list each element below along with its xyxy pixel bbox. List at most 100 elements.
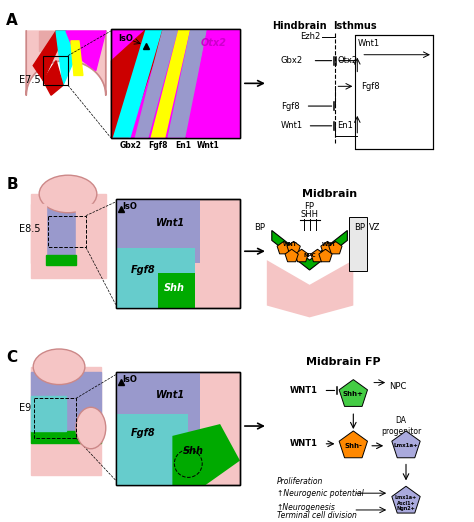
Polygon shape — [71, 41, 83, 76]
Bar — [356, 35, 433, 149]
Polygon shape — [116, 372, 200, 434]
Polygon shape — [31, 367, 101, 476]
Polygon shape — [272, 231, 347, 270]
Polygon shape — [392, 487, 420, 513]
Polygon shape — [31, 431, 101, 443]
Bar — [48, 216, 86, 247]
Bar — [111, 29, 240, 138]
Text: Shh: Shh — [183, 446, 204, 456]
Text: Ezh2: Ezh2 — [300, 32, 320, 41]
Polygon shape — [31, 396, 66, 431]
Polygon shape — [31, 204, 46, 263]
Text: Midbrain FP: Midbrain FP — [306, 357, 381, 367]
Text: Wnt1: Wnt1 — [155, 390, 184, 400]
Text: Gbx2: Gbx2 — [120, 140, 142, 149]
Polygon shape — [43, 61, 63, 95]
Text: C: C — [6, 350, 18, 365]
Text: Fgf8: Fgf8 — [281, 102, 300, 111]
Text: Lmx1a+: Lmx1a+ — [393, 443, 419, 448]
Text: IsO: IsO — [123, 375, 137, 384]
Bar — [111, 29, 240, 138]
Polygon shape — [285, 250, 298, 262]
Polygon shape — [267, 260, 353, 317]
Polygon shape — [46, 199, 76, 263]
Text: Isthmus: Isthmus — [334, 21, 377, 31]
Text: Shh+: Shh+ — [343, 392, 364, 397]
Polygon shape — [187, 29, 240, 138]
Polygon shape — [113, 29, 163, 138]
Polygon shape — [116, 199, 200, 263]
Polygon shape — [167, 29, 207, 138]
Polygon shape — [26, 31, 106, 95]
Text: VZ: VZ — [369, 223, 381, 232]
Text: NPC: NPC — [303, 253, 316, 258]
Text: B: B — [6, 177, 18, 192]
Polygon shape — [339, 431, 367, 458]
Polygon shape — [111, 29, 165, 138]
Text: ↑Neurogenesis: ↑Neurogenesis — [277, 504, 336, 513]
Bar — [43, 56, 68, 85]
Bar — [116, 199, 240, 307]
Text: Fgf8: Fgf8 — [361, 82, 380, 91]
Text: IsO: IsO — [118, 34, 134, 43]
Polygon shape — [151, 29, 190, 138]
Text: Fgf8: Fgf8 — [149, 140, 168, 149]
Text: A: A — [6, 13, 18, 28]
Polygon shape — [295, 250, 308, 262]
Text: E9.5: E9.5 — [19, 404, 41, 413]
Bar — [116, 372, 240, 485]
Polygon shape — [116, 414, 188, 485]
Text: Wnt1: Wnt1 — [281, 121, 303, 130]
Text: Terminal cell division: Terminal cell division — [277, 512, 356, 520]
Text: Wnt1: Wnt1 — [197, 140, 219, 149]
Text: Ngn2+: Ngn2+ — [397, 506, 415, 512]
Text: Shh-: Shh- — [345, 443, 362, 449]
Text: SHH: SHH — [301, 210, 319, 219]
Text: Otx2: Otx2 — [200, 38, 226, 48]
Polygon shape — [287, 241, 301, 254]
Text: Ascl1+: Ascl1+ — [397, 501, 415, 505]
Text: Midbrain: Midbrain — [302, 189, 357, 199]
Text: E7.5: E7.5 — [19, 75, 41, 86]
Text: BP: BP — [255, 223, 265, 232]
Text: Shh: Shh — [164, 283, 184, 293]
Text: FP: FP — [305, 202, 315, 211]
Polygon shape — [319, 250, 332, 262]
Polygon shape — [173, 424, 240, 485]
Text: WNT: WNT — [322, 242, 337, 247]
Text: Otx2: Otx2 — [337, 56, 357, 65]
Polygon shape — [321, 241, 334, 254]
Polygon shape — [311, 250, 324, 262]
Text: WNT1: WNT1 — [290, 440, 318, 448]
Text: Wnt1: Wnt1 — [357, 39, 379, 49]
Text: Wnt1: Wnt1 — [155, 218, 184, 228]
Text: IsO: IsO — [123, 203, 137, 211]
Text: Hindbrain: Hindbrain — [273, 21, 327, 31]
Polygon shape — [135, 29, 178, 138]
Bar — [349, 217, 367, 271]
Bar — [116, 372, 240, 485]
Text: Gbx2: Gbx2 — [281, 56, 303, 65]
Text: ↑Neurogenic potential: ↑Neurogenic potential — [277, 489, 364, 497]
Text: WNT1: WNT1 — [290, 386, 318, 395]
Ellipse shape — [76, 407, 106, 449]
Bar — [116, 199, 240, 307]
Text: BP: BP — [354, 223, 365, 232]
Polygon shape — [66, 31, 106, 70]
Polygon shape — [392, 431, 420, 458]
Polygon shape — [56, 31, 76, 85]
Text: NPC: NPC — [389, 382, 407, 391]
Text: Proliferation: Proliferation — [277, 477, 323, 486]
Polygon shape — [329, 241, 342, 254]
Text: DA
progenitor: DA progenitor — [381, 417, 421, 436]
Text: Fgf8: Fgf8 — [131, 428, 155, 438]
Text: En1: En1 — [337, 121, 353, 130]
Bar — [34, 398, 76, 438]
Polygon shape — [46, 255, 76, 265]
Text: En1: En1 — [175, 140, 191, 149]
Text: Fgf8: Fgf8 — [131, 265, 155, 275]
Polygon shape — [339, 379, 367, 407]
Text: WNT: WNT — [283, 242, 297, 247]
Polygon shape — [31, 372, 101, 436]
Ellipse shape — [33, 349, 85, 385]
